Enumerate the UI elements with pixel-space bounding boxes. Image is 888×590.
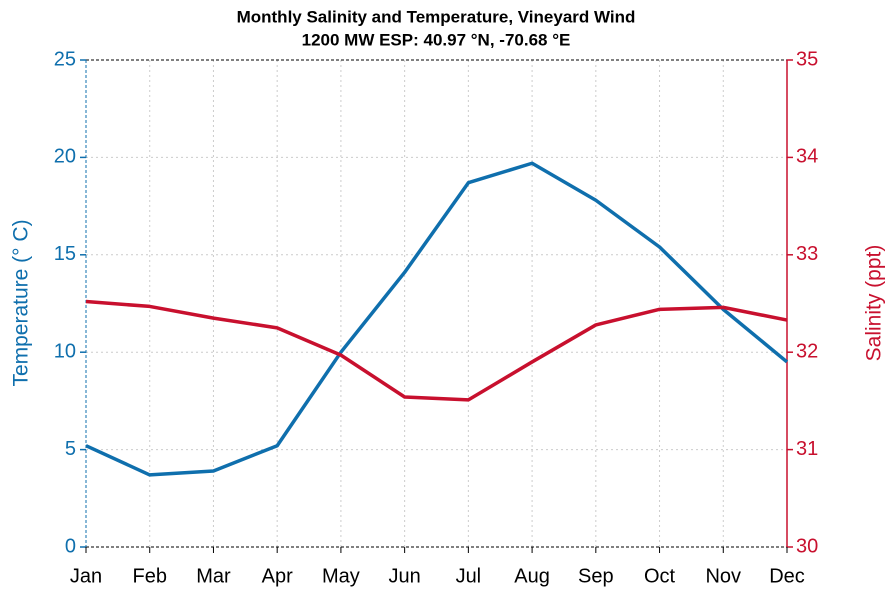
y2-tick-label: 35 (796, 48, 818, 70)
y-tick-label: 20 (54, 146, 76, 168)
x-tick-label: Jan (70, 565, 102, 587)
x-tick-label: May (322, 565, 360, 587)
series-line (85, 299, 788, 402)
x-tick-label: Mar (196, 565, 231, 587)
series-line (85, 161, 789, 477)
y2-tick-label: 30 (796, 535, 818, 557)
x-tick-label: Jul (456, 565, 482, 587)
x-tick-label: Jun (389, 565, 421, 587)
x-tick-label: Apr (262, 565, 293, 587)
y2-tick-label: 32 (796, 340, 818, 362)
y-tick-label: 0 (65, 535, 76, 557)
y-tick-label: 25 (54, 48, 76, 70)
y2-tick-label: 31 (796, 438, 818, 460)
y-tick-label: 15 (54, 243, 76, 265)
y2-tick-label: 33 (796, 243, 818, 265)
y-axis-label: Temperature (° C) (10, 219, 33, 386)
x-tick-label: Aug (514, 565, 550, 587)
y2-axis-label: Salinity (ppt) (863, 245, 886, 362)
x-tick-label: Sep (578, 565, 614, 587)
chart-subtitle: 1200 MW ESP: 40.97 °N, -70.68 °E (302, 30, 571, 49)
chart-title: Monthly Salinity and Temperature, Vineya… (237, 7, 636, 26)
y2-tick-label: 34 (796, 146, 818, 168)
x-tick-label: Oct (644, 565, 676, 587)
y-tick-label: 10 (54, 340, 76, 362)
x-tick-label: Nov (705, 565, 741, 587)
x-tick-label: Feb (132, 565, 166, 587)
x-tick-label: Dec (769, 565, 805, 587)
y-tick-label: 5 (65, 438, 76, 460)
